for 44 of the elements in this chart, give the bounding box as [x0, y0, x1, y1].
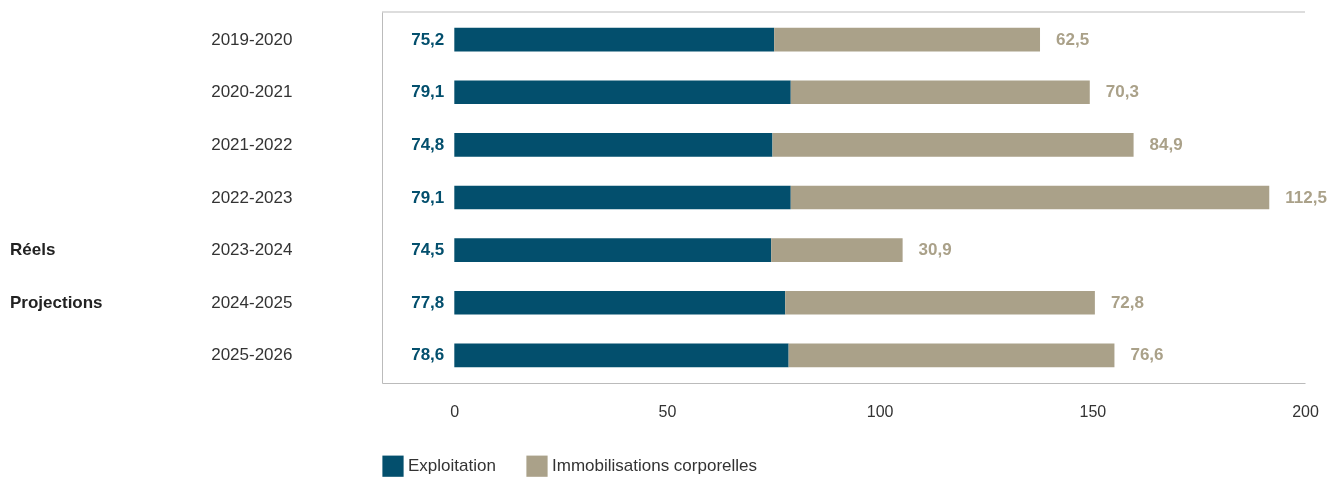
data-label: 76,6	[1130, 345, 1164, 365]
bar	[454, 238, 772, 262]
bar	[772, 133, 1134, 157]
y-tick-label: 2024-2025	[211, 292, 293, 312]
data-label: 75,2	[411, 29, 445, 49]
bar	[454, 133, 773, 157]
y-tick-label: 2021-2022	[211, 134, 293, 154]
data-label: 84,9	[1149, 134, 1183, 154]
bar	[454, 80, 791, 105]
data-label: 62,5	[1056, 29, 1090, 49]
x-tick-label: 0	[450, 402, 460, 420]
data-label: 74,5	[411, 240, 445, 260]
bar	[785, 290, 1095, 315]
legend-label: Immobilisations corporelles	[552, 456, 758, 476]
x-tick-label: 50	[658, 402, 677, 420]
text: Réels	[10, 240, 56, 260]
x-tick-label: 100	[866, 402, 894, 420]
data-label: 79,1	[411, 82, 445, 102]
data-label: 30,9	[918, 240, 952, 260]
bar	[454, 343, 789, 368]
bar	[790, 185, 1270, 210]
bar	[788, 343, 1115, 368]
data-label: 77,8	[411, 292, 445, 312]
x-tick-label: 200	[1292, 402, 1319, 420]
data-label: 79,1	[411, 187, 445, 207]
data-label: 72,8	[1110, 292, 1144, 312]
legend-label: Exploitation	[408, 456, 496, 476]
data-label: 78,6	[411, 345, 445, 365]
bar	[454, 290, 786, 315]
y-tick-label: 2019-2020	[211, 29, 293, 49]
data-label: 70,3	[1105, 82, 1139, 102]
text: Projections	[10, 292, 103, 312]
data-label: 74,8	[411, 134, 445, 154]
bar	[774, 27, 1041, 52]
y-tick-label: 2020-2021	[211, 82, 293, 102]
x-tick-label: 150	[1079, 402, 1107, 420]
bar	[454, 27, 775, 52]
bar	[454, 185, 791, 210]
y-tick-label: 2022-2023	[211, 187, 293, 207]
y-tick-label: 2023-2024	[211, 240, 293, 260]
y-tick-label: 2025-2026	[211, 345, 293, 365]
bar	[771, 238, 903, 262]
data-label: 112,5	[1285, 187, 1327, 207]
bar	[790, 80, 1090, 105]
